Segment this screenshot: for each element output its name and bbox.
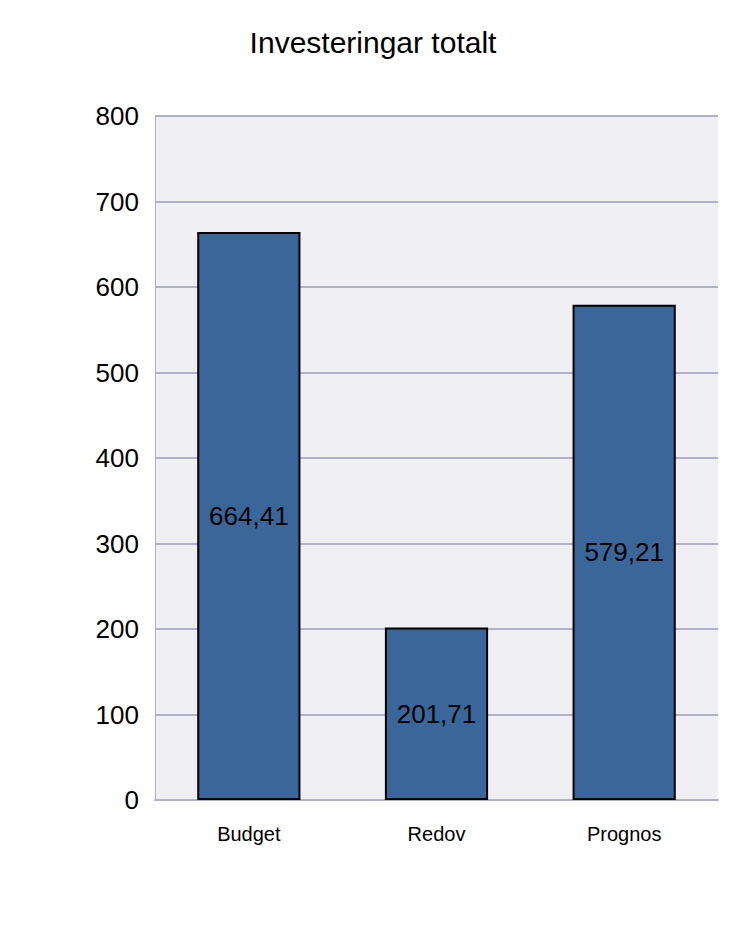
svg-text:800: 800: [96, 101, 139, 131]
svg-text:Budget: Budget: [217, 823, 281, 845]
svg-text:300: 300: [96, 529, 139, 559]
svg-text:664,41: 664,41: [209, 501, 289, 531]
svg-text:201,71: 201,71: [397, 699, 477, 729]
svg-text:Investeringar totalt: Investeringar totalt: [250, 26, 497, 59]
svg-text:Redov: Redov: [408, 823, 466, 845]
svg-text:100: 100: [96, 700, 139, 730]
svg-text:700: 700: [96, 187, 139, 217]
svg-text:579,21: 579,21: [584, 537, 664, 567]
svg-text:500: 500: [96, 358, 139, 388]
svg-text:600: 600: [96, 272, 139, 302]
svg-text:400: 400: [96, 443, 139, 473]
svg-text:0: 0: [125, 785, 139, 815]
svg-text:200: 200: [96, 614, 139, 644]
svg-text:Prognos: Prognos: [587, 823, 662, 845]
